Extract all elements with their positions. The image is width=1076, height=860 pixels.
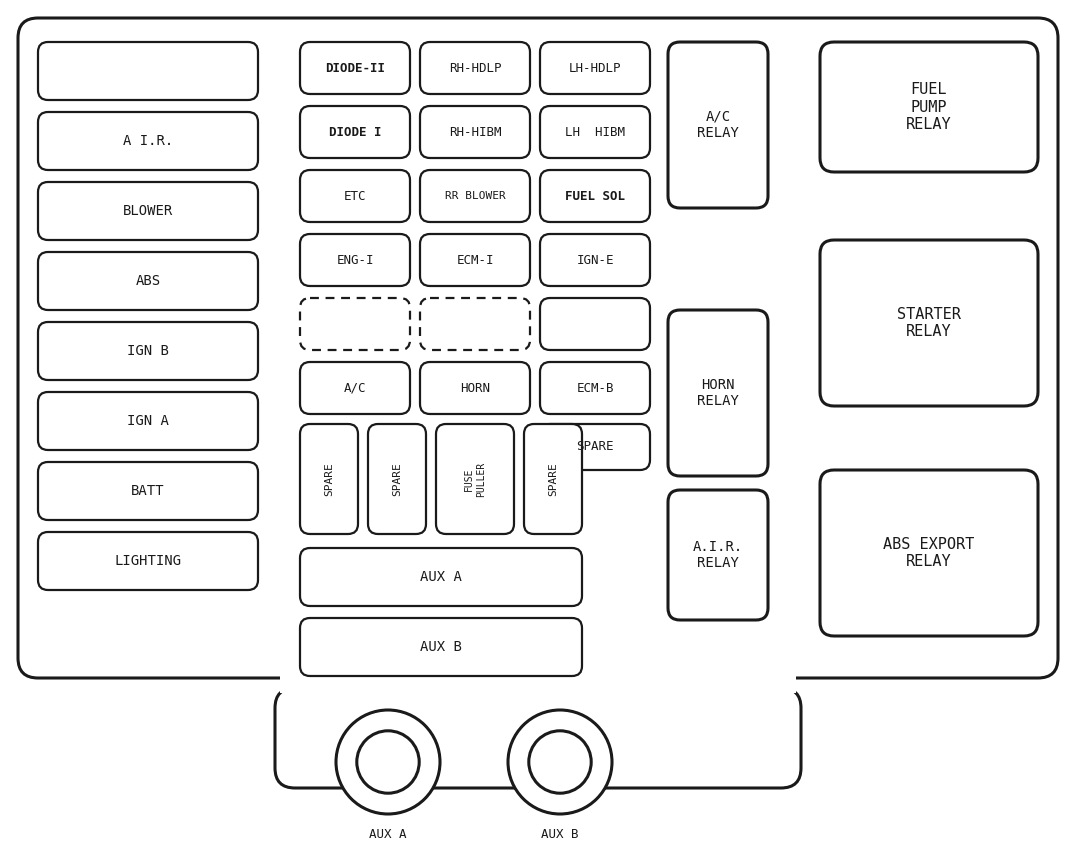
FancyBboxPatch shape: [38, 392, 258, 450]
FancyBboxPatch shape: [38, 532, 258, 590]
Circle shape: [508, 710, 612, 814]
Text: SPARE: SPARE: [324, 462, 334, 496]
Text: SPARE: SPARE: [577, 440, 613, 453]
Text: DIODE-II: DIODE-II: [325, 62, 385, 75]
FancyBboxPatch shape: [420, 298, 530, 350]
FancyBboxPatch shape: [300, 618, 582, 676]
FancyBboxPatch shape: [820, 42, 1038, 172]
FancyBboxPatch shape: [368, 424, 426, 534]
FancyBboxPatch shape: [38, 322, 258, 380]
Text: A/C: A/C: [343, 382, 366, 395]
FancyBboxPatch shape: [668, 42, 768, 208]
FancyBboxPatch shape: [38, 182, 258, 240]
Text: ABS: ABS: [136, 274, 160, 288]
Text: BATT: BATT: [131, 484, 165, 498]
Text: BLOWER: BLOWER: [123, 204, 173, 218]
Text: LH-HDLP: LH-HDLP: [569, 62, 621, 75]
FancyBboxPatch shape: [540, 298, 650, 350]
Text: RH-HIBM: RH-HIBM: [449, 126, 501, 138]
FancyBboxPatch shape: [540, 424, 650, 470]
Circle shape: [528, 731, 591, 793]
Text: IGN-E: IGN-E: [577, 254, 613, 267]
Text: SPARE: SPARE: [392, 462, 402, 496]
FancyBboxPatch shape: [420, 42, 530, 94]
Text: ABS EXPORT
RELAY: ABS EXPORT RELAY: [883, 537, 975, 569]
Text: ECM-B: ECM-B: [577, 382, 613, 395]
Text: A.I.R.
RELAY: A.I.R. RELAY: [693, 540, 744, 570]
Text: AUX B: AUX B: [420, 640, 462, 654]
Text: DIODE I: DIODE I: [329, 126, 381, 138]
FancyBboxPatch shape: [38, 42, 258, 100]
Text: AUX A: AUX A: [420, 570, 462, 584]
Text: RH-HDLP: RH-HDLP: [449, 62, 501, 75]
Text: STARTER
RELAY: STARTER RELAY: [897, 307, 961, 339]
FancyBboxPatch shape: [540, 106, 650, 158]
FancyBboxPatch shape: [540, 42, 650, 94]
FancyBboxPatch shape: [420, 106, 530, 158]
FancyBboxPatch shape: [668, 310, 768, 476]
FancyBboxPatch shape: [668, 490, 768, 620]
FancyBboxPatch shape: [18, 18, 1058, 678]
Text: LIGHTING: LIGHTING: [114, 554, 182, 568]
Text: ENG-I: ENG-I: [336, 254, 373, 267]
FancyBboxPatch shape: [300, 234, 410, 286]
Text: HORN
RELAY: HORN RELAY: [697, 378, 739, 408]
Text: A I.R.: A I.R.: [123, 134, 173, 148]
Text: SPARE: SPARE: [548, 462, 558, 496]
FancyBboxPatch shape: [820, 470, 1038, 636]
FancyBboxPatch shape: [275, 688, 801, 788]
FancyBboxPatch shape: [300, 298, 410, 350]
FancyBboxPatch shape: [540, 362, 650, 414]
Text: IGN A: IGN A: [127, 414, 169, 428]
Text: AUX B: AUX B: [541, 828, 579, 841]
FancyBboxPatch shape: [300, 106, 410, 158]
Text: IGN B: IGN B: [127, 344, 169, 358]
Text: FUEL
PUMP
RELAY: FUEL PUMP RELAY: [906, 82, 952, 132]
FancyBboxPatch shape: [420, 170, 530, 222]
FancyBboxPatch shape: [540, 234, 650, 286]
Circle shape: [357, 731, 420, 793]
Bar: [280, 673, 796, 693]
FancyBboxPatch shape: [300, 424, 358, 534]
FancyBboxPatch shape: [820, 240, 1038, 406]
FancyBboxPatch shape: [420, 234, 530, 286]
FancyBboxPatch shape: [540, 170, 650, 222]
FancyBboxPatch shape: [38, 252, 258, 310]
Text: RR BLOWER: RR BLOWER: [444, 191, 506, 201]
Text: A/C
RELAY: A/C RELAY: [697, 110, 739, 140]
FancyBboxPatch shape: [38, 112, 258, 170]
FancyBboxPatch shape: [420, 362, 530, 414]
FancyBboxPatch shape: [300, 42, 410, 94]
Text: ETC: ETC: [343, 189, 366, 202]
FancyBboxPatch shape: [436, 424, 514, 534]
FancyBboxPatch shape: [38, 462, 258, 520]
Text: FUSE
PULLER: FUSE PULLER: [464, 461, 485, 496]
Text: HORN: HORN: [461, 382, 490, 395]
Text: AUX A: AUX A: [369, 828, 407, 841]
FancyBboxPatch shape: [300, 362, 410, 414]
FancyBboxPatch shape: [524, 424, 582, 534]
FancyBboxPatch shape: [300, 170, 410, 222]
FancyBboxPatch shape: [300, 548, 582, 606]
Text: FUEL SOL: FUEL SOL: [565, 189, 625, 202]
Circle shape: [336, 710, 440, 814]
Text: LH  HIBM: LH HIBM: [565, 126, 625, 138]
Text: ECM-I: ECM-I: [456, 254, 494, 267]
